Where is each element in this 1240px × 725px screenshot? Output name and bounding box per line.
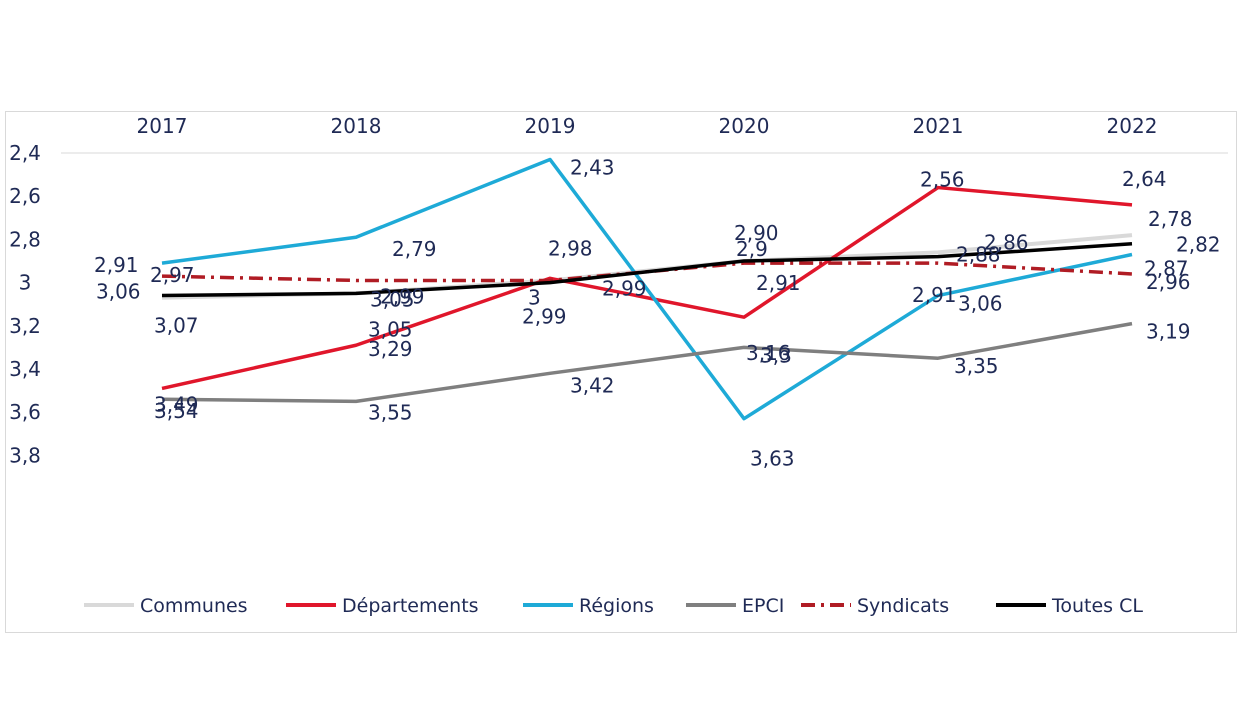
lines-layer xyxy=(161,157,1133,421)
legend-label: EPCI xyxy=(742,595,784,617)
y-tick-label: 3,2 xyxy=(9,314,41,338)
data-label: 2,87 xyxy=(1144,257,1189,281)
x-tick-label: 2020 xyxy=(719,114,770,138)
series-line-toutes-cl xyxy=(161,241,1133,298)
data-label: 2,9 xyxy=(736,237,768,261)
data-label: 2,88 xyxy=(956,243,1001,267)
data-label: 3,06 xyxy=(958,292,1003,316)
data-label: 2,99 xyxy=(522,304,567,328)
data-label: 2,99 xyxy=(602,276,647,300)
data-label: 3,07 xyxy=(154,314,199,338)
y-tick-label: 3,4 xyxy=(9,357,41,381)
data-label: 2,86 xyxy=(984,230,1029,254)
data-label: 2,90 xyxy=(734,221,779,245)
legend-label: Régions xyxy=(579,595,654,617)
data-label: 3,06 xyxy=(96,280,141,304)
data-label: 2,43 xyxy=(570,155,615,179)
legend-label: Communes xyxy=(140,595,248,617)
data-label: 3,05 xyxy=(368,317,413,341)
data-label: 2,96 xyxy=(1146,270,1191,294)
data-label: 2,91 xyxy=(94,253,139,277)
data-label: 2,79 xyxy=(392,237,437,261)
data-label: 3,16 xyxy=(746,341,791,365)
data-label: 3,3 xyxy=(760,343,792,367)
x-tick-label: 2017 xyxy=(137,114,188,138)
data-label: 2,98 xyxy=(548,236,593,260)
data-label: 2,91 xyxy=(912,283,957,307)
data-label: 3,05 xyxy=(370,287,415,311)
data-label: 2,82 xyxy=(1176,233,1221,257)
data-label: 2,97 xyxy=(150,263,195,287)
y-tick-label: 2,4 xyxy=(9,141,41,165)
y-tick-label: 3,6 xyxy=(9,400,41,424)
data-label: 3,63 xyxy=(750,447,795,471)
legend-label: Toutes CL xyxy=(1051,595,1143,617)
series-line-epci xyxy=(161,321,1133,404)
data-label: 3,35 xyxy=(954,354,999,378)
data-label: 3,54 xyxy=(154,399,199,423)
data-label: 3,19 xyxy=(1146,320,1191,344)
y-tick-label: 2,6 xyxy=(9,184,41,208)
data-label: 3 xyxy=(528,286,541,310)
chart-frame: 2017 2018 2019 2020 2021 2022 2,4 2,6 2,8 3 3,2 3,4… xyxy=(5,111,1237,633)
x-tick-label: 2022 xyxy=(1107,114,1158,138)
series-line-r-gions xyxy=(161,157,1133,421)
x-tick-label: 2021 xyxy=(913,114,964,138)
legend-label: Départements xyxy=(342,595,479,617)
data-labels-layer: 3,07 3,052,992,90 2,862,783,493,292,983,16… xyxy=(94,155,1221,470)
data-label: 2,78 xyxy=(1148,207,1193,231)
y-tick-label: 3 xyxy=(19,271,32,295)
y-tick-label: 2,8 xyxy=(9,227,41,251)
data-label: 2,91 xyxy=(756,271,801,295)
legend-label: Syndicats xyxy=(857,595,949,617)
line-chart: 2017 2018 2019 2020 2021 2022 2,4 2,6 2,8 3 3,2 3,4… xyxy=(9,114,1228,617)
data-label: 2,99 xyxy=(380,284,425,308)
data-label: 3,55 xyxy=(368,400,413,424)
series-line-d-partements xyxy=(161,185,1133,391)
legend: Communes Départements Régions EPCI Syndicats… xyxy=(84,595,1143,617)
data-label: 2,64 xyxy=(1122,167,1167,191)
data-label: 2,56 xyxy=(920,168,965,192)
data-label: 3,29 xyxy=(368,337,413,361)
y-tick-label: 3,8 xyxy=(9,443,41,467)
x-tick-label: 2018 xyxy=(331,114,382,138)
axis-layer: 2017 2018 2019 2020 2021 2022 2,4 2,6 2,8 3 3,2 3,4… xyxy=(9,114,1228,467)
data-label: 3,49 xyxy=(154,392,199,416)
x-tick-label: 2019 xyxy=(525,114,576,138)
data-label: 3,42 xyxy=(570,373,615,397)
